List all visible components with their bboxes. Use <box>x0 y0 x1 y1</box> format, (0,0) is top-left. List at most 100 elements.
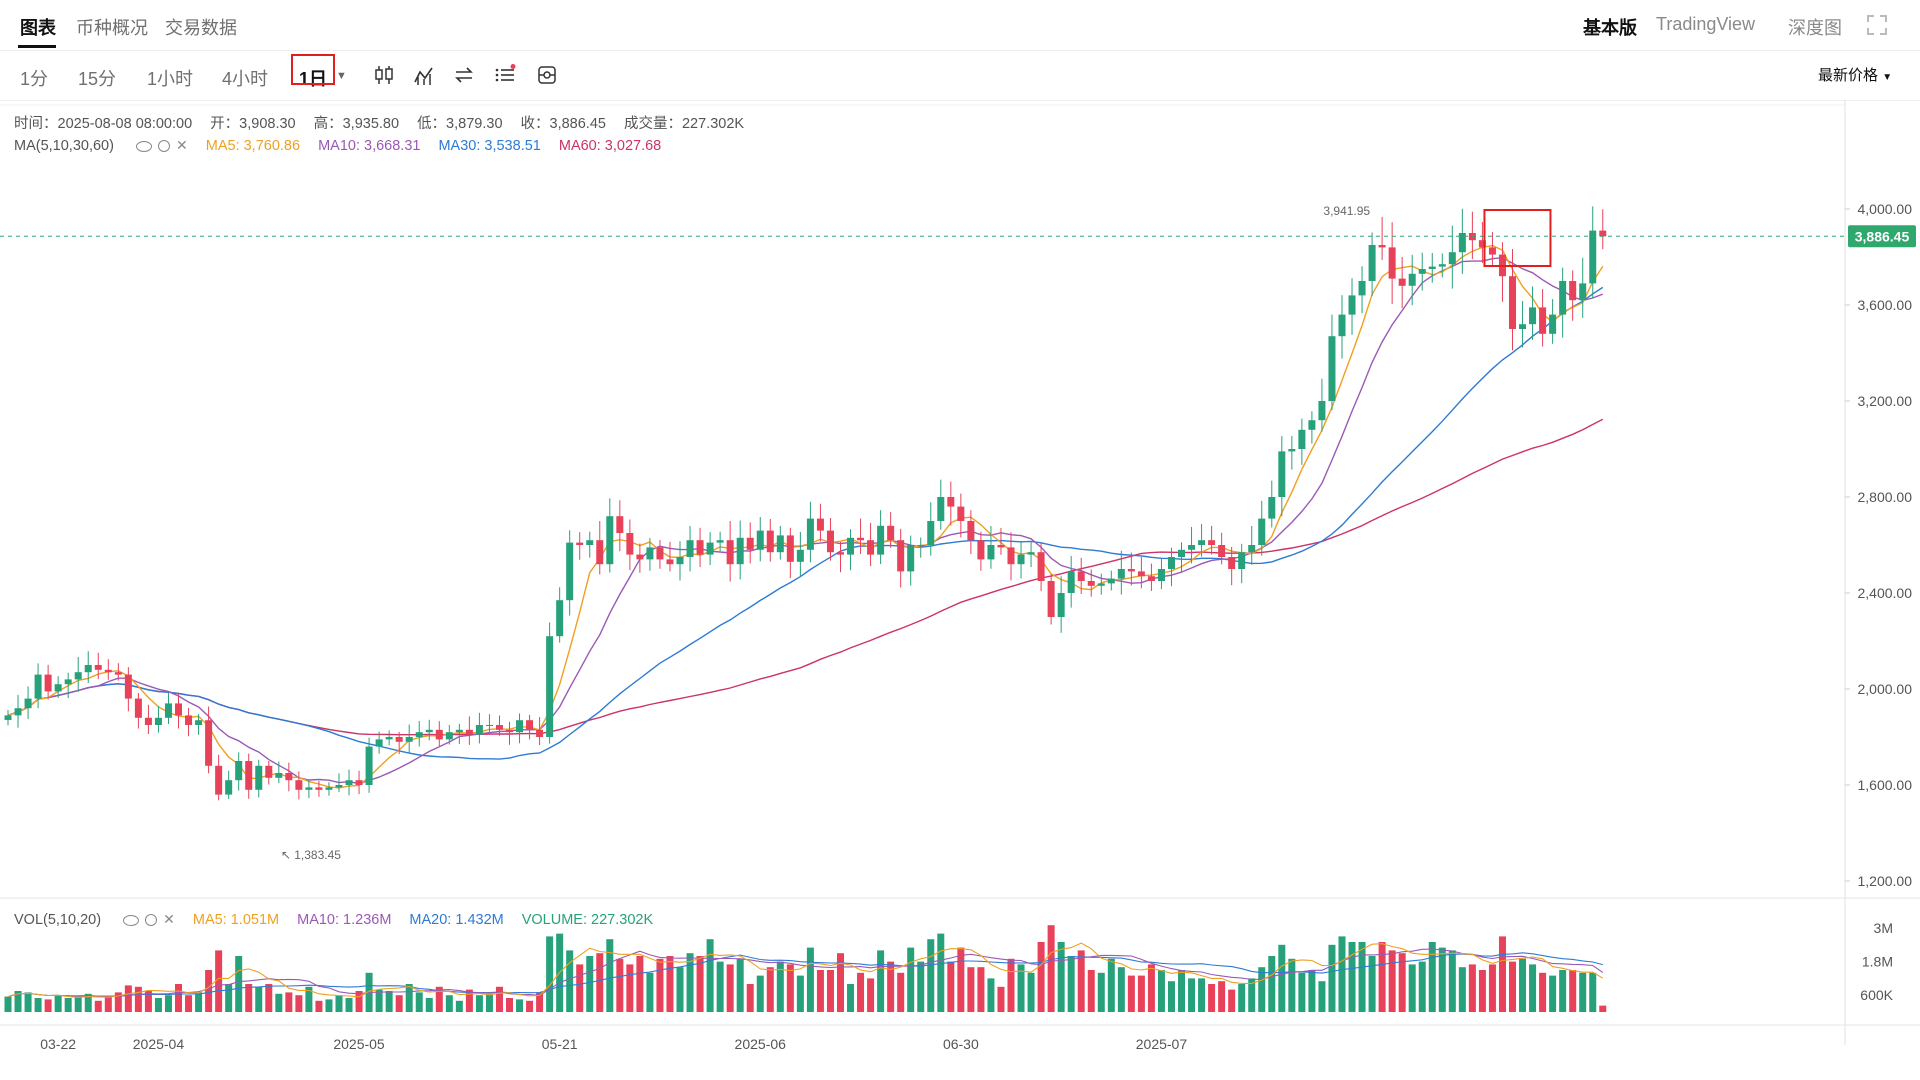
volume-bar <box>225 984 233 1012</box>
candle-body <box>1488 247 1496 255</box>
volume-legend: VOL(5,10,20) ✕ MA5: 1.051M MA10: 1.236M MA… <box>14 911 671 928</box>
candle-body <box>1127 569 1135 572</box>
candle-body <box>1338 314 1346 337</box>
y-tick-label: 3,600.00 <box>1858 297 1913 313</box>
candle-body <box>485 725 493 726</box>
chart-toolbar <box>0 50 1920 101</box>
ma-settings-icon[interactable] <box>157 140 170 153</box>
candle-body <box>1087 581 1095 586</box>
candle-body <box>1418 269 1426 274</box>
candle-body <box>1348 295 1356 315</box>
volume-bar <box>1418 961 1426 1012</box>
candle-body <box>385 737 393 740</box>
price-type-select[interactable]: 最新价格 ▼ <box>1818 64 1892 85</box>
interval-1min[interactable]: 1分 <box>20 69 49 89</box>
volume-bar <box>84 993 92 1012</box>
candle-body <box>415 732 423 737</box>
vol-settings-icon[interactable] <box>145 914 158 927</box>
volume-bar <box>696 956 704 1012</box>
candle-body <box>927 521 935 545</box>
volume-bar <box>1308 970 1316 1012</box>
drawing-tools-icon[interactable] <box>536 64 558 86</box>
candle-body <box>104 669 112 673</box>
ma10-value: MA10: 3,668.31 <box>318 138 421 154</box>
volume-bar <box>957 947 965 1012</box>
candle-body <box>295 780 303 790</box>
candle-body <box>345 780 353 785</box>
candle-body <box>1408 273 1416 286</box>
candle-body <box>1218 545 1226 557</box>
interval-15min[interactable]: 15分 <box>78 69 117 89</box>
fullscreen-icon[interactable] <box>1866 14 1888 36</box>
tab-tradingview[interactable]: TradingView <box>1656 14 1756 34</box>
volume-bar <box>1067 956 1075 1012</box>
volume-bar <box>285 992 293 1012</box>
volume-bar <box>887 961 895 1012</box>
candle-body <box>1478 240 1486 248</box>
ma-close-icon[interactable]: ✕ <box>175 137 188 153</box>
settings-list-icon[interactable] <box>494 64 516 86</box>
volume-bar <box>927 939 935 1012</box>
volume-bar <box>1248 978 1256 1012</box>
candle-body <box>776 535 784 553</box>
candle-body <box>1258 518 1266 545</box>
candle-body <box>1248 545 1256 553</box>
candle-body <box>124 674 132 699</box>
volume-bar <box>636 956 644 1012</box>
volume-bar <box>1458 967 1466 1012</box>
tab-basic-version[interactable]: 基本版 <box>1583 18 1637 38</box>
ma-visibility-icon[interactable] <box>135 140 152 152</box>
volume-bar <box>485 993 493 1012</box>
volume-tick-label: 3M <box>1874 920 1893 936</box>
interval-4hour[interactable]: 4小时 <box>222 69 269 89</box>
candle-body <box>1599 230 1607 237</box>
tab-coin-overview[interactable]: 币种概况 <box>76 18 148 38</box>
volume-bar <box>816 970 824 1012</box>
volume-bar <box>395 995 403 1012</box>
tab-trade-data[interactable]: 交易数据 <box>165 18 237 38</box>
candle-body <box>1378 245 1386 248</box>
interval-1hour[interactable]: 1小时 <box>147 69 194 89</box>
candle-body <box>596 540 604 565</box>
candle-body <box>425 729 433 733</box>
volume-bar <box>385 991 393 1012</box>
volume-bar <box>1288 958 1296 1012</box>
info-low: 低：3,879.30 <box>417 116 503 132</box>
interval-more-caret-icon[interactable]: ▼ <box>336 70 347 82</box>
candle-body <box>455 729 463 733</box>
candle-body <box>64 679 72 685</box>
volume-bar <box>1087 970 1095 1012</box>
vol-close-icon[interactable]: ✕ <box>163 911 175 927</box>
candle-body <box>666 559 674 565</box>
candle-body <box>1278 451 1286 497</box>
volume-bar <box>1188 978 1196 1012</box>
indicators-icon[interactable] <box>413 64 435 86</box>
volume-bar <box>997 986 1005 1012</box>
x-tick-label: 05-21 <box>542 1036 578 1052</box>
candle-body <box>114 672 122 675</box>
volume-bar <box>375 989 383 1012</box>
x-tick-label: 03-22 <box>40 1036 76 1052</box>
volume-bar <box>455 1000 463 1012</box>
compare-swap-icon[interactable] <box>453 64 475 86</box>
tab-chart[interactable]: 图表 <box>20 18 56 38</box>
volume-bar <box>826 970 834 1012</box>
tab-depth-chart[interactable]: 深度图 <box>1788 18 1842 38</box>
volume-bar <box>566 950 574 1012</box>
vol-visibility-icon[interactable] <box>123 914 140 926</box>
info-time: 时间：2025-08-08 08:00:00 <box>14 116 193 132</box>
candle-body <box>195 720 203 725</box>
candle-body <box>1308 420 1316 430</box>
volume-bar <box>1348 942 1356 1012</box>
volume-bar <box>1147 964 1155 1012</box>
volume-bar <box>907 947 915 1012</box>
candle-body <box>14 708 22 716</box>
candle-body <box>94 665 102 670</box>
candle-body <box>305 787 313 790</box>
volume-bar <box>676 967 684 1012</box>
volume-bar <box>806 947 814 1012</box>
candle-body <box>1539 307 1547 334</box>
candlestick-type-icon[interactable] <box>373 64 395 86</box>
candle-body <box>84 665 92 673</box>
